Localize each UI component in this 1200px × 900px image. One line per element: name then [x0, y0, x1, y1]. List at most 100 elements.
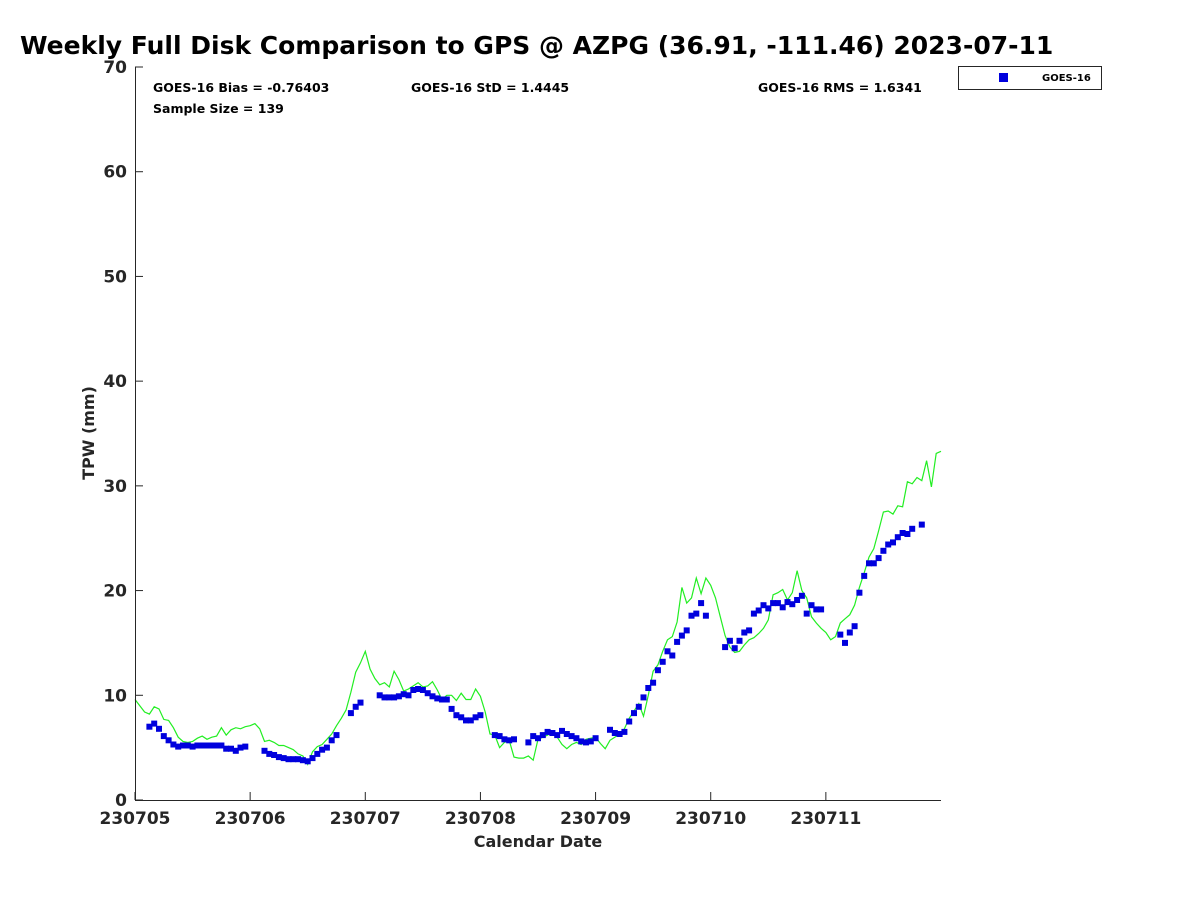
goes16-point: [611, 730, 618, 736]
goes16-point: [645, 685, 652, 691]
goes16-point: [295, 756, 302, 763]
goes16-point: [381, 694, 388, 701]
chart-title: Weekly Full Disk Comparison to GPS @ AZP…: [20, 31, 1053, 60]
goes16-point: [894, 534, 901, 541]
goes16-point: [386, 694, 393, 701]
goes16-point: [842, 639, 848, 646]
goes16-point: [741, 629, 748, 636]
goes16-point: [165, 737, 172, 744]
x-tick-label: 230711: [790, 809, 861, 829]
goes16-point: [722, 644, 729, 651]
goes16-point: [467, 717, 474, 724]
x-ticks: 230705 230706 230707 230708 230709 230710 2307…: [100, 792, 861, 829]
y-tick-label: 40: [103, 372, 127, 392]
goes16-point: [789, 601, 796, 608]
goes16-point: [491, 732, 498, 739]
x-tick-label: 230707: [330, 809, 401, 829]
plot-area: [134, 67, 942, 800]
goes16-point: [635, 703, 642, 710]
goes16-point: [443, 696, 450, 703]
goes16-point: [544, 728, 551, 735]
goes16-point: [309, 755, 316, 762]
stat-rms: GOES-16 RMS = 1.6341: [758, 80, 922, 95]
goes16-point: [774, 600, 781, 607]
goes16-point: [204, 742, 210, 749]
goes16-point: [760, 602, 767, 609]
goes16-point: [463, 717, 469, 724]
goes16-point: [299, 757, 306, 764]
plot-background: [135, 67, 941, 800]
goes16-point: [559, 727, 565, 734]
y-tick-label: 0: [115, 791, 127, 811]
goes16-point: [376, 692, 383, 699]
stat-sample-size: Sample Size = 139: [153, 101, 284, 116]
goes16-point: [664, 648, 671, 655]
stat-bias: GOES-16 Bias = -0.76403: [153, 80, 329, 95]
goes16-point: [674, 638, 681, 645]
goes16-point: [899, 530, 906, 536]
stat-std: GOES-16 StD = 1.4445: [411, 80, 569, 95]
goes16-point: [151, 720, 158, 727]
goes16-point: [909, 525, 916, 532]
goes16-point: [405, 692, 412, 699]
goes16-point: [271, 752, 278, 758]
legend: GOES-16: [958, 66, 1102, 90]
goes16-point: [837, 631, 844, 638]
legend-box: [958, 66, 1102, 90]
goes16-point: [199, 742, 206, 749]
goes16-point: [688, 612, 695, 619]
goes16-point: [170, 741, 177, 748]
goes16-point: [285, 756, 292, 763]
goes16-point: [156, 725, 162, 732]
goes16-point: [472, 714, 479, 721]
goes16-point: [554, 732, 561, 739]
goes16-point: [208, 742, 215, 749]
goes16-point: [746, 627, 753, 634]
x-tick-label: 230708: [445, 809, 516, 829]
goes16-point: [477, 712, 484, 719]
goes16-point: [333, 732, 340, 739]
goes16-point: [669, 652, 676, 659]
goes16-point: [846, 629, 853, 636]
y-tick-label: 50: [103, 267, 127, 287]
goes16-point: [424, 690, 431, 697]
goes16-point: [213, 742, 220, 749]
goes16-point: [458, 714, 465, 721]
goes16-point: [218, 742, 225, 749]
goes16-point: [918, 521, 925, 528]
goes16-point: [794, 597, 801, 603]
stats-block: GOES-16 Bias = -0.76403 Sample Size = 13…: [153, 80, 922, 116]
goes16-point: [448, 705, 455, 712]
goes16-point: [501, 736, 508, 743]
x-tick-label: 230710: [675, 809, 746, 829]
goes16-point: [578, 738, 585, 745]
goes16-point: [736, 637, 743, 644]
goes16-point: [779, 604, 786, 611]
legend-label-goes16: GOES-16: [1042, 73, 1091, 84]
goes16-point: [237, 744, 244, 751]
goes16-point: [184, 742, 191, 749]
goes16-point: [352, 703, 359, 710]
goes16-point: [784, 599, 791, 606]
goes16-point: [232, 747, 239, 754]
goes16-point: [650, 679, 657, 686]
goes16-point: [357, 699, 364, 706]
goes16-point: [607, 726, 613, 733]
goes16-point: [530, 733, 537, 740]
y-tick-label: 10: [103, 686, 127, 706]
y-axis-label: TPW (mm): [79, 386, 98, 480]
goes16-point: [861, 572, 868, 579]
goes16-point: [304, 758, 311, 765]
goes16-point: [678, 632, 685, 639]
goes16-point: [631, 710, 637, 717]
goes16-point: [242, 743, 249, 750]
goes16-point: [587, 738, 594, 745]
goes16-point: [266, 750, 273, 757]
goes16-point: [583, 739, 589, 746]
goes16-point: [535, 735, 541, 742]
goes16-point: [770, 600, 777, 607]
goes16-point: [803, 610, 810, 617]
goes16-marker-layer: [146, 521, 925, 765]
goes16-point: [395, 693, 402, 700]
